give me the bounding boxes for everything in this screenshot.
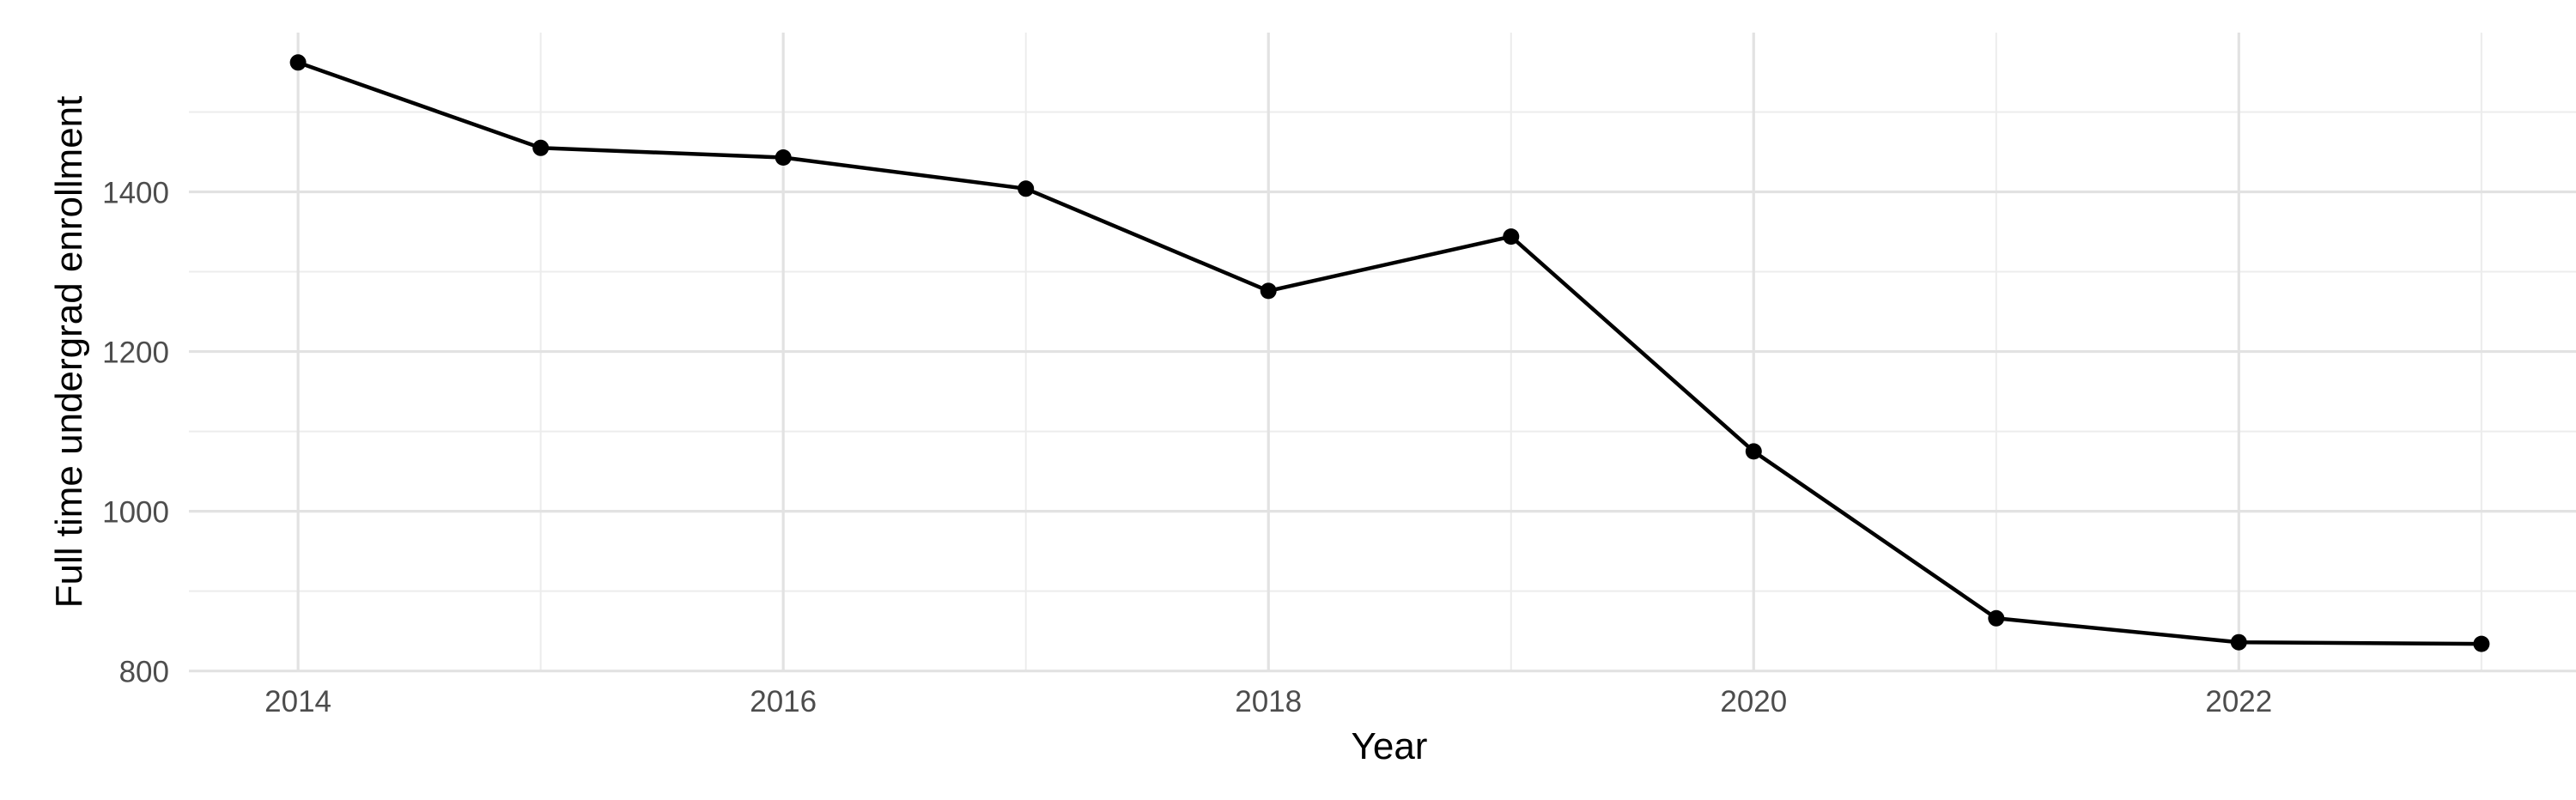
data-point-2014	[289, 54, 307, 71]
x-tick-label-2022: 2022	[2205, 685, 2272, 718]
data-point-2022	[2230, 633, 2247, 651]
grid-major-layer	[189, 33, 2576, 673]
enrollment-line-chart: 800 1000 1200 1400 2014 2016 2018 2020 2022 Year…	[34, 14, 2576, 786]
enrollment-trend-line	[297, 60, 2482, 646]
x-tick-label-2014: 2014	[264, 685, 331, 718]
y-axis-title: Full time undergrad enrollment	[48, 96, 90, 609]
y-tick-label-1000: 1000	[102, 496, 169, 530]
data-point-2017	[1018, 180, 1035, 197]
data-point-2019	[1503, 228, 1520, 245]
data-point-2016	[775, 149, 792, 166]
x-tick-label-2020: 2020	[1720, 685, 1787, 718]
x-tick-label-2016: 2016	[750, 685, 817, 718]
x-tick-label-2018: 2018	[1235, 685, 1302, 718]
x-axis-title: Year	[1352, 725, 1428, 767]
plot-canvas: 800 1000 1200 1400 2014 2016 2018 2020 2022 Year…	[48, 33, 2576, 767]
data-point-2018	[1260, 282, 1277, 300]
data-point-2023	[2473, 635, 2490, 652]
data-point-2015	[532, 139, 550, 156]
data-point-2020	[1745, 443, 1762, 460]
y-tick-label-800: 800	[119, 656, 169, 689]
y-tick-label-1200: 1200	[102, 336, 169, 370]
tick-label-layer: 800 1000 1200 1400 2014 2016 2018 2020 2022	[102, 177, 2272, 718]
data-series-layer	[289, 54, 2490, 652]
data-point-2021	[1988, 609, 2005, 627]
y-tick-label-1400: 1400	[102, 177, 169, 210]
